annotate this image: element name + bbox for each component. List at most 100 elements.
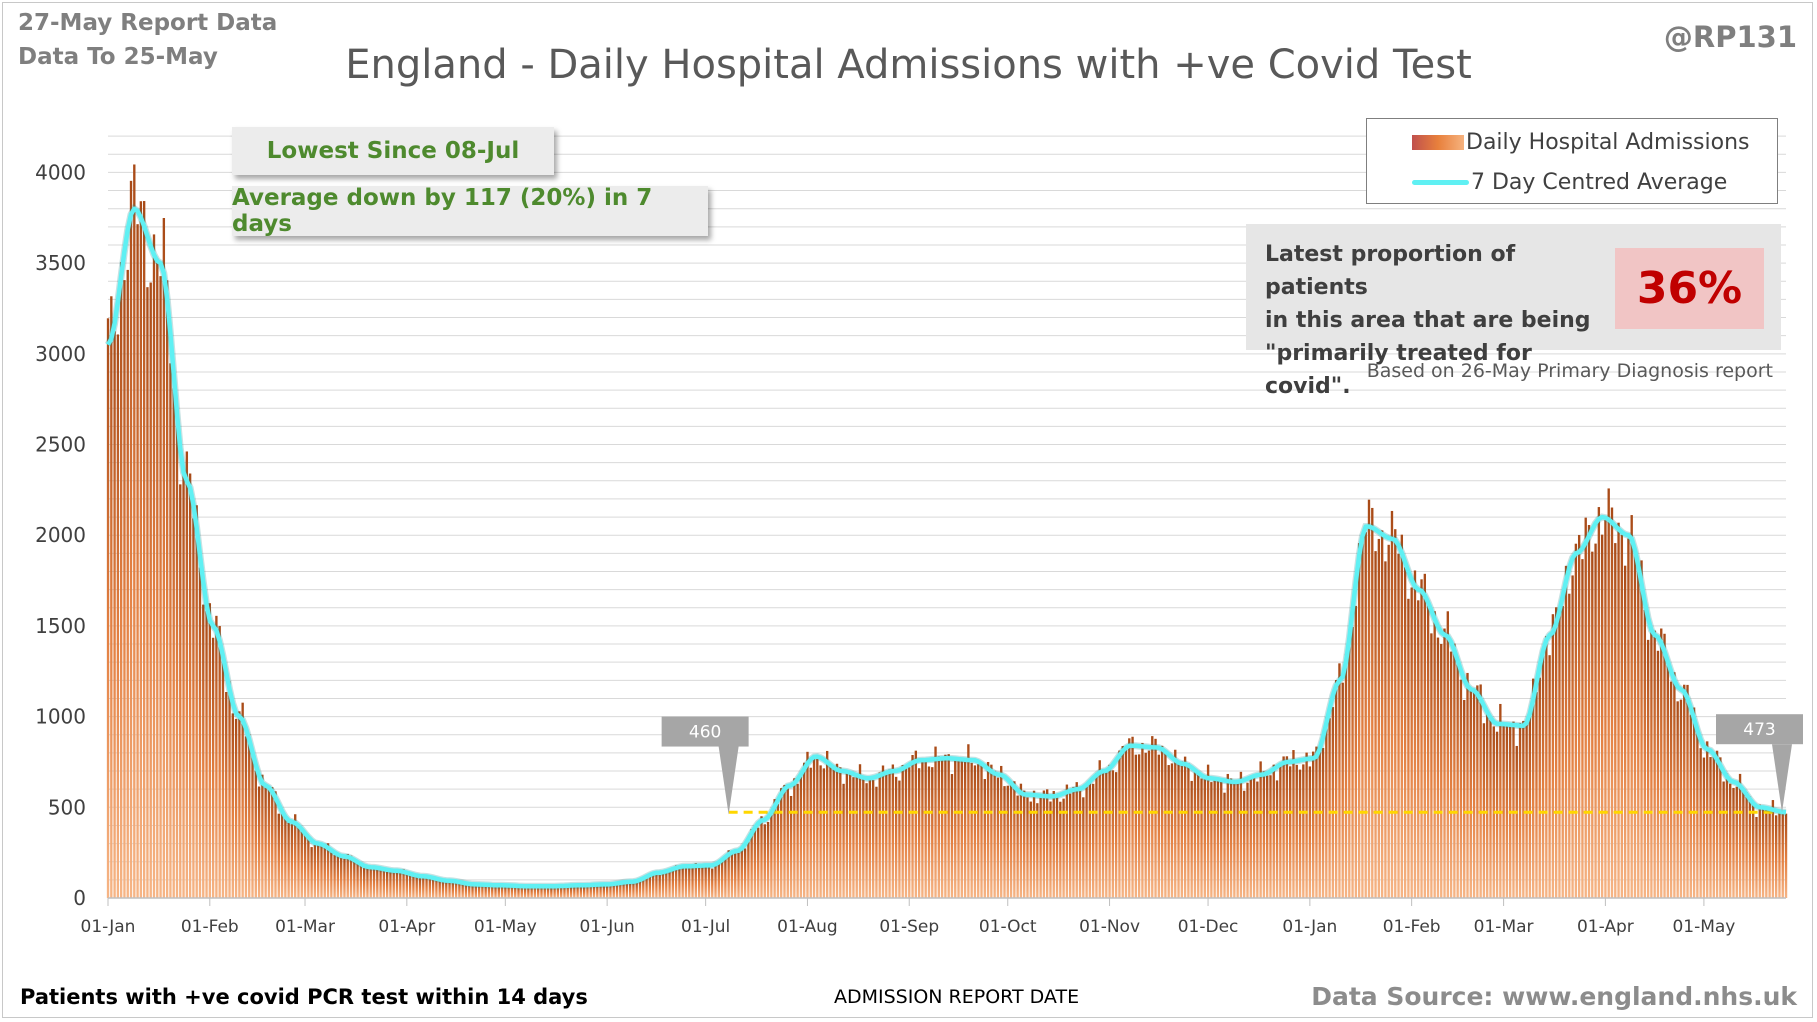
lowest-since-annotation: Lowest Since 08-Jul [232, 127, 554, 175]
bar [714, 864, 717, 898]
bar [1453, 643, 1456, 898]
bar [464, 884, 468, 898]
bar [1752, 802, 1755, 898]
bar [1321, 747, 1325, 898]
y-tick-label: 1500 [35, 614, 86, 638]
legend: Daily Hospital Admissions 7 Day Centred … [1366, 118, 1778, 204]
bar [126, 269, 129, 898]
bar [1400, 534, 1404, 898]
bar [737, 852, 740, 898]
bar [1709, 757, 1712, 898]
bar [359, 862, 363, 898]
bar [1226, 773, 1229, 898]
bar [622, 882, 625, 898]
bar [454, 880, 458, 898]
bar [776, 804, 780, 898]
bar [1600, 534, 1604, 898]
bar [1768, 807, 1771, 898]
proportion-text-line: Latest proportion of patients [1265, 242, 1516, 300]
bar [996, 777, 1000, 898]
bar [563, 885, 566, 898]
bar [1331, 707, 1335, 898]
bar [934, 746, 937, 898]
bar [898, 780, 901, 898]
bar [106, 318, 110, 898]
bar [257, 786, 261, 898]
bar [175, 404, 179, 898]
bar [113, 331, 116, 898]
bar [1272, 764, 1275, 898]
bar [1512, 721, 1515, 898]
bar [773, 799, 776, 898]
bar [908, 767, 911, 898]
bar [1548, 655, 1551, 898]
bar [674, 865, 678, 898]
bar [1407, 598, 1410, 898]
callout-pointer [718, 746, 739, 815]
bar [1026, 797, 1029, 898]
bar [1712, 752, 1715, 898]
bar [1699, 748, 1702, 898]
bar [1364, 532, 1367, 898]
bar [195, 505, 198, 898]
bar [579, 885, 583, 898]
data-to-label: Data To 25-May [18, 44, 218, 70]
bar [1423, 573, 1426, 898]
bar [369, 865, 372, 898]
bar [1344, 653, 1348, 898]
bar [1239, 771, 1243, 898]
bar [264, 786, 267, 898]
bar [225, 691, 228, 898]
bar [829, 763, 832, 898]
bar [1584, 517, 1587, 898]
bar [530, 886, 533, 898]
bar [1147, 750, 1151, 898]
bar [1174, 749, 1177, 898]
bar [1692, 707, 1696, 898]
average-line [106, 206, 1787, 889]
bar [1745, 792, 1748, 898]
bar [1722, 781, 1725, 898]
bar [1525, 720, 1528, 898]
bar [862, 777, 865, 898]
bar [1623, 565, 1627, 898]
bar [1666, 663, 1669, 898]
bar [1673, 672, 1676, 898]
bar [885, 774, 888, 898]
bar [582, 886, 586, 898]
legend-bar-swatch [1412, 134, 1464, 150]
bar [973, 765, 977, 898]
bar [123, 280, 126, 899]
bar [1640, 560, 1643, 898]
y-tick-label: 0 [73, 886, 86, 910]
bar [628, 881, 632, 898]
bar [560, 886, 563, 898]
bar [1466, 672, 1469, 898]
bar [1118, 750, 1121, 898]
x-tick-label: 01-Jun [579, 917, 634, 937]
bar [1315, 746, 1318, 898]
bar [336, 854, 340, 898]
proportion-value-box: 36% [1615, 248, 1764, 329]
bar [385, 871, 389, 898]
bar [881, 765, 885, 898]
bar [1072, 786, 1075, 898]
bar [425, 875, 428, 898]
bar [1078, 786, 1082, 898]
bar [1124, 750, 1128, 898]
bar [504, 885, 507, 898]
bar [343, 858, 346, 898]
bar [573, 885, 576, 898]
bar [159, 276, 162, 898]
bar [129, 180, 133, 898]
bar [1742, 791, 1745, 898]
bar [848, 771, 852, 898]
bar [251, 751, 254, 898]
proportion-value: 36% [1636, 263, 1743, 314]
legend-label-bars: Daily Hospital Admissions [1466, 129, 1750, 155]
data-source: Data Source: www.england.nhs.uk [1311, 982, 1797, 1011]
y-tick-label: 3500 [35, 251, 86, 275]
bar [274, 791, 277, 898]
bar [208, 603, 212, 898]
bar [1646, 639, 1650, 898]
